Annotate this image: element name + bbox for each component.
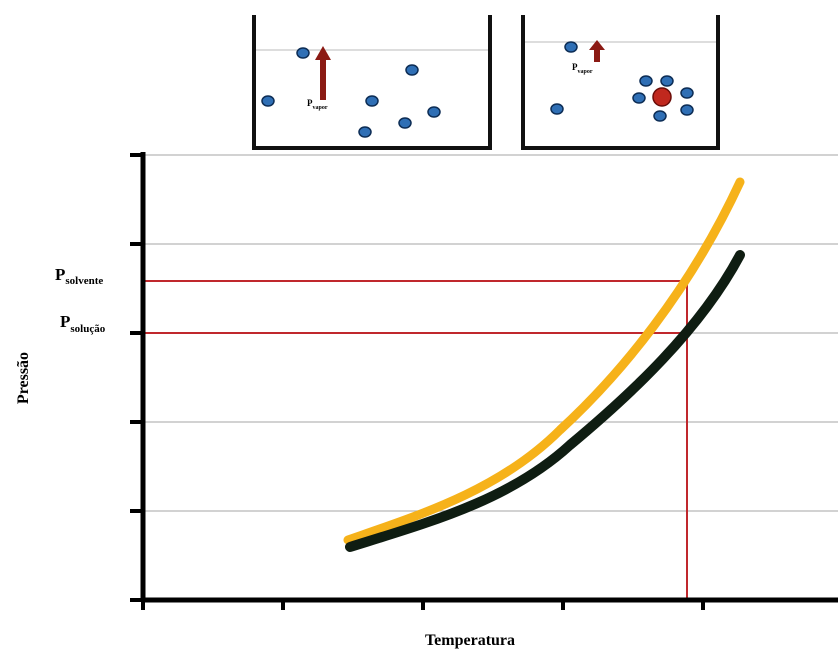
beaker-solution: Pvapor — [521, 15, 720, 150]
vapor-label: Pvapor — [307, 98, 328, 111]
beaker-pure-solvent: Pvapor — [252, 15, 492, 150]
symbol: P — [307, 98, 313, 108]
subscript: vapor — [313, 105, 328, 111]
vapor-arrow — [589, 40, 605, 62]
vapor-arrow — [315, 46, 331, 100]
level-label: Psolvente — [55, 265, 103, 287]
axes — [130, 152, 838, 610]
subscript: solvente — [65, 275, 103, 287]
solvent-curve — [343, 177, 745, 545]
symbol: P — [55, 265, 65, 284]
x-axis-label: Temperatura — [425, 632, 515, 649]
y-axis-label: Pressão — [15, 352, 32, 404]
level-label: Psolução — [60, 312, 106, 335]
symbol: P — [60, 312, 70, 331]
vapor-label: Pvapor — [572, 62, 593, 75]
subscript: vapor — [578, 69, 593, 75]
guide-lines — [143, 280, 688, 600]
subscript: solução — [70, 323, 105, 335]
molecules — [550, 41, 694, 122]
solution-curve — [345, 250, 745, 552]
solute — [652, 87, 672, 107]
molecules — [261, 47, 441, 138]
symbol: P — [572, 62, 578, 72]
